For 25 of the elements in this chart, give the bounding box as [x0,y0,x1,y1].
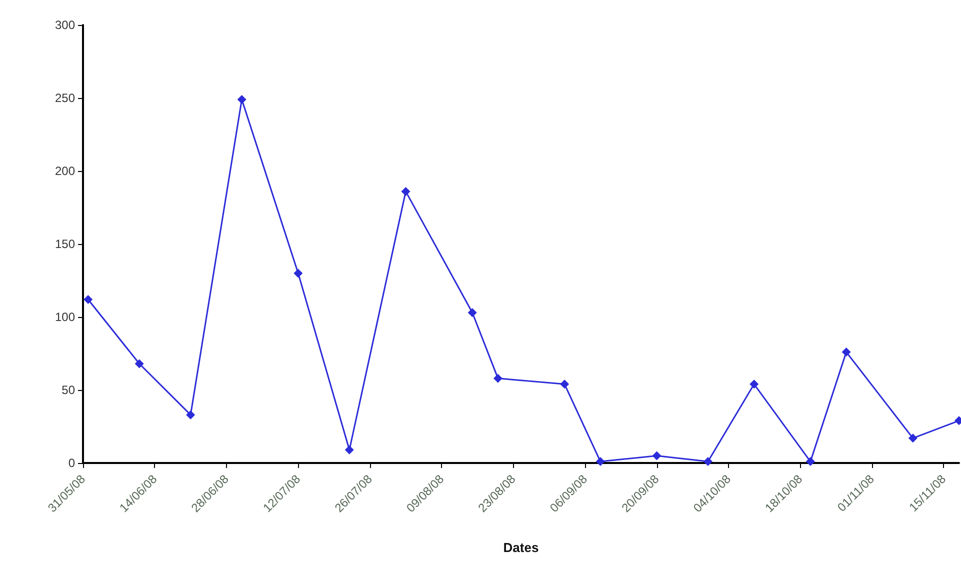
point [401,186,410,196]
point [703,457,712,466]
y-tick-label: 50 [62,383,76,397]
y-tick-label: 200 [54,164,76,178]
x-axis-title: Dates [503,540,539,555]
point [750,380,759,389]
point [596,457,605,466]
point [493,374,502,383]
point [294,268,303,278]
point [652,451,662,460]
point [237,94,246,104]
point [468,308,477,318]
point [186,410,196,420]
point [134,359,144,368]
point [842,348,851,357]
point [560,380,570,389]
point [84,294,93,304]
point [806,457,815,466]
y-tick-label: 300 [54,18,76,32]
y-tick-label: 100 [54,310,76,324]
point [908,434,918,443]
y-tick-label: 250 [54,91,76,105]
y-tick-label: 0 [68,456,76,470]
point [344,445,354,454]
y-tick-label: 150 [54,237,76,251]
